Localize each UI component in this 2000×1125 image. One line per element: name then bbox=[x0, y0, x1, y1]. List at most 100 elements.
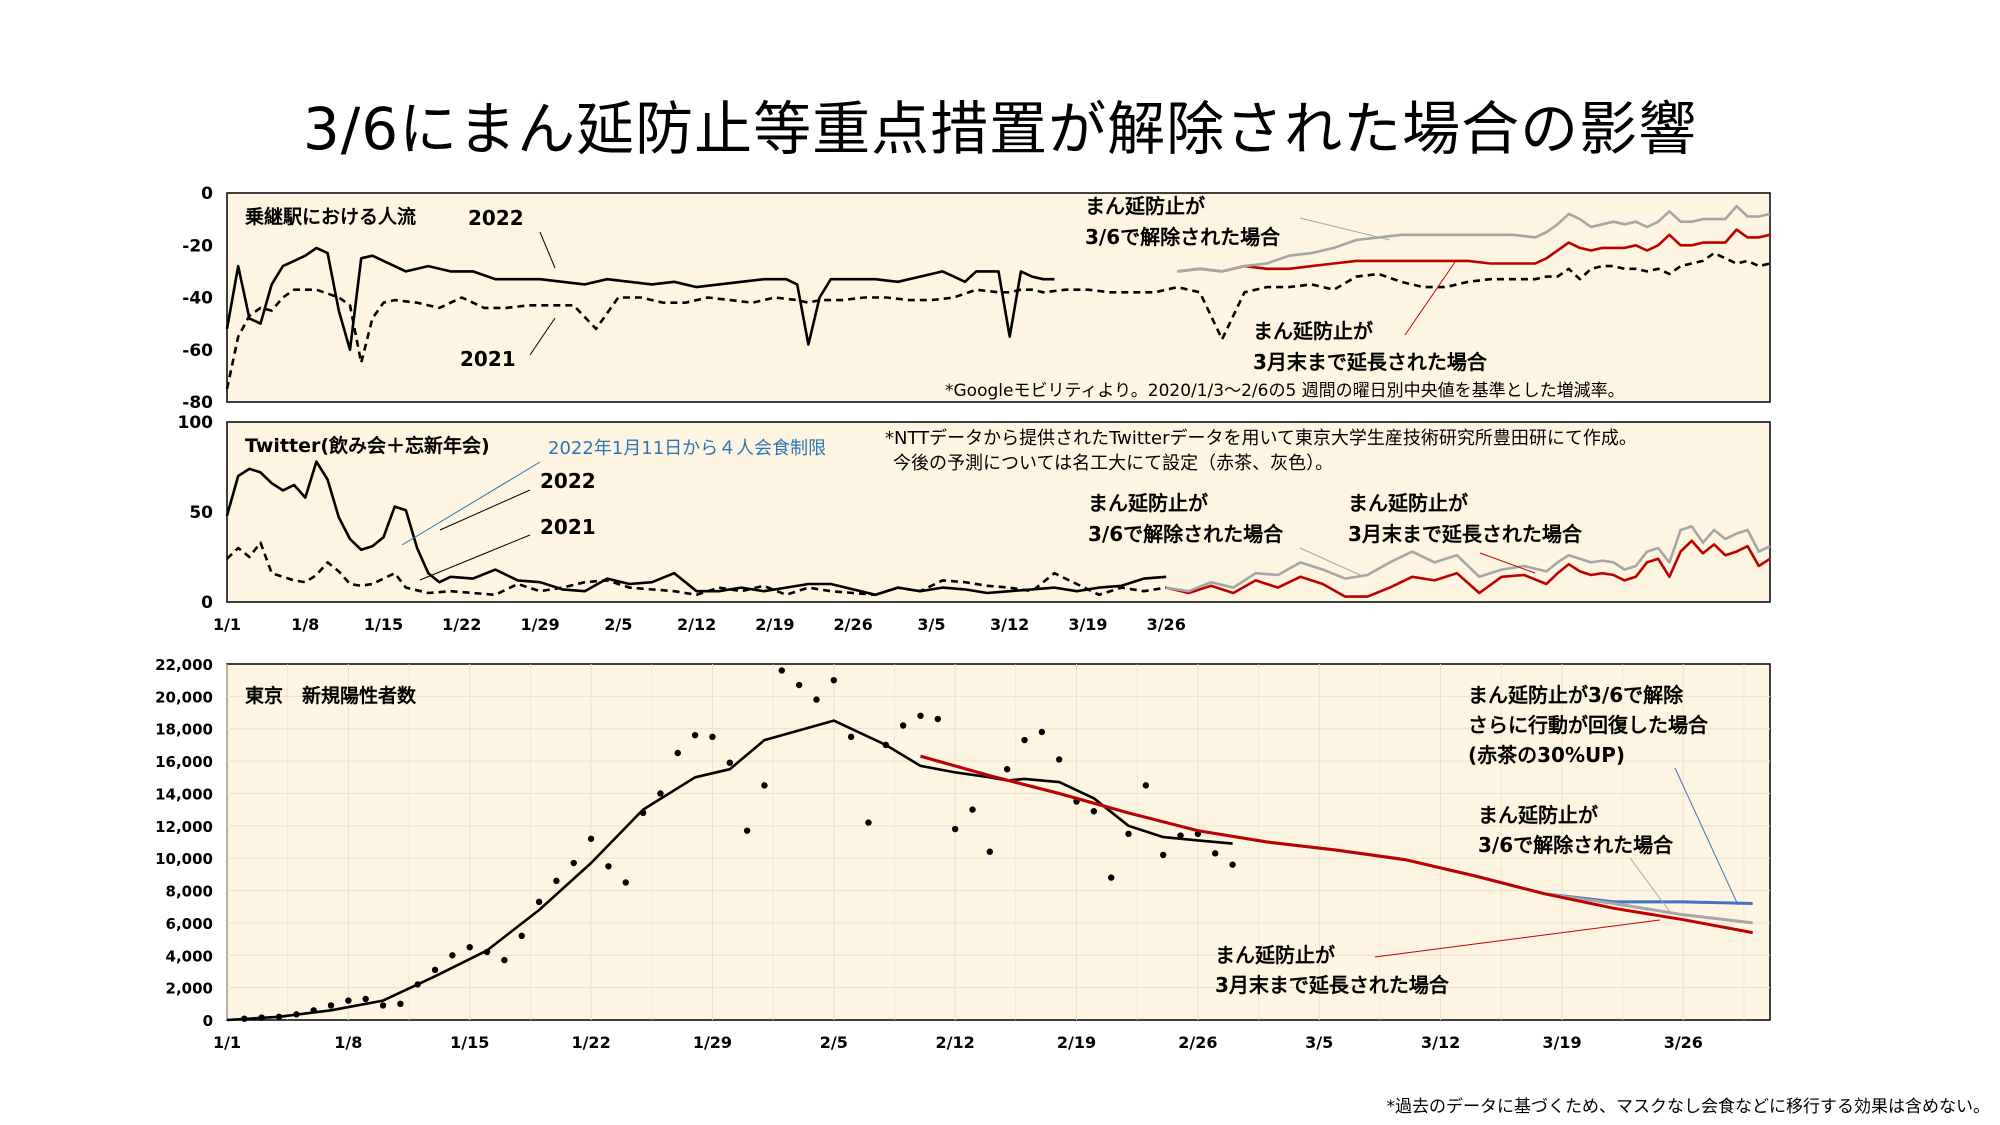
scatter-point bbox=[1090, 808, 1098, 815]
scatter-point bbox=[362, 995, 369, 1003]
scatter-point bbox=[1125, 830, 1132, 838]
leader-line-blue bbox=[401, 461, 541, 546]
y-tick-label: 16,000 bbox=[155, 753, 213, 771]
leader-line-red bbox=[1374, 919, 1661, 958]
footnote: *過去のデータに基づくため、マスクなし会食などに移行する効果は含めない。 bbox=[1386, 1097, 1991, 1117]
x-tick-label: 2/19 bbox=[755, 615, 794, 634]
label-2021: 2021 bbox=[460, 347, 516, 371]
annotation-release: 3/6で解除された場合 bbox=[1478, 833, 1674, 857]
leader-line-gray bbox=[1299, 217, 1391, 241]
leader-line-gray bbox=[1629, 857, 1671, 913]
scatter-point bbox=[847, 733, 855, 741]
scatter-point bbox=[1229, 861, 1236, 868]
x-tick-label: 3/12 bbox=[990, 615, 1029, 634]
x-tick-label: 3/12 bbox=[1421, 1033, 1460, 1052]
x-tick-label: 2/5 bbox=[820, 1033, 848, 1052]
annotation-recovery: まん延防止が3/6で解除 bbox=[1468, 683, 1684, 707]
y-tick-label: 2,000 bbox=[166, 980, 213, 998]
scatter-point bbox=[379, 1002, 387, 1009]
scatter-point bbox=[1212, 850, 1219, 857]
scatter-point bbox=[934, 715, 942, 723]
annotation-extend: 3月末まで延長された場合 bbox=[1215, 973, 1450, 997]
x-tick-label: 2/26 bbox=[834, 615, 873, 634]
x-tick-label: 3/26 bbox=[1664, 1033, 1703, 1052]
leader-line-gray bbox=[1299, 547, 1361, 576]
annotation-extend: まん延防止が bbox=[1348, 491, 1468, 515]
scatter-point bbox=[622, 879, 629, 886]
scatter-point bbox=[535, 898, 543, 906]
scatter-point bbox=[1021, 736, 1028, 744]
scatter-point bbox=[466, 943, 473, 951]
annotation-extend: まん延防止が bbox=[1215, 943, 1335, 967]
annotation-extend: 3月末まで延長された場合 bbox=[1348, 522, 1583, 546]
panel-1-plot-area bbox=[226, 192, 1771, 403]
scatter-point bbox=[761, 782, 768, 789]
source-note-google: *Googleモビリティより。2020/1/3～2/6の5 週間の曜日別中央値を… bbox=[945, 381, 1625, 401]
y-tick-label: 8,000 bbox=[166, 883, 213, 901]
y-tick-label: 22,000 bbox=[155, 656, 213, 674]
scatter-point bbox=[605, 863, 612, 870]
y-tick-label: 4,000 bbox=[166, 947, 213, 965]
x-tick-label: 3/5 bbox=[1305, 1033, 1333, 1052]
scatter-point bbox=[570, 859, 577, 867]
x-tick-label: 3/19 bbox=[1068, 615, 1107, 634]
x-tick-label: 1/29 bbox=[520, 615, 559, 634]
scatter-point bbox=[743, 827, 751, 834]
annotation-release: まん延防止が bbox=[1478, 803, 1598, 827]
annotation-release: 3/6で解除された場合 bbox=[1088, 522, 1284, 546]
annotation-release: 3/6で解除された場合 bbox=[1085, 225, 1281, 249]
page-title: 3/6にまん延防止等重点措置が解除された場合の影響 bbox=[302, 95, 1698, 163]
leader-line bbox=[539, 231, 556, 269]
scatter-point bbox=[501, 956, 508, 964]
y-tick-label: -60 bbox=[182, 341, 213, 361]
source-note-ntt: *NTTデータから提供されたTwitterデータを用いて東京大学生産技術研究所豊… bbox=[885, 428, 1637, 449]
y-tick-label: 100 bbox=[178, 413, 214, 433]
scatter-point bbox=[345, 997, 352, 1004]
scatter-point bbox=[865, 819, 872, 826]
x-tick-label: 3/26 bbox=[1147, 615, 1186, 634]
scatter-point bbox=[657, 790, 664, 797]
note-four-person-limit: 2022年1月11日から４人会食制限 bbox=[548, 438, 826, 459]
scatter-point bbox=[1107, 874, 1115, 881]
series-line-scenario-2 bbox=[1177, 228, 1771, 273]
x-tick-label: 3/5 bbox=[917, 615, 945, 634]
scatter-point bbox=[1003, 765, 1011, 773]
annotation-recovery: (赤茶の30%UP) bbox=[1468, 743, 1625, 767]
annotation-release: まん延防止が bbox=[1085, 194, 1205, 218]
y-tick-label: 0 bbox=[201, 184, 213, 204]
leader-line bbox=[439, 489, 531, 531]
scatter-point bbox=[553, 877, 560, 885]
annotation-release: まん延防止が bbox=[1088, 491, 1208, 515]
scatter-point bbox=[951, 825, 959, 833]
series-line-scenario-1 bbox=[226, 719, 1233, 1022]
y-tick-label: 0 bbox=[201, 593, 213, 613]
panel-3-title: 東京 新規陽性者数 bbox=[245, 684, 417, 707]
y-tick-label: 20,000 bbox=[155, 688, 213, 706]
x-tick-label: 1/8 bbox=[334, 1033, 362, 1052]
scatter-point bbox=[327, 1002, 335, 1009]
source-note-ntt: 今後の予測については名工大にて設定（赤茶、灰色）。 bbox=[893, 453, 1333, 474]
annotation-recovery: さらに行動が回復した場合 bbox=[1468, 713, 1709, 737]
label-2022: 2022 bbox=[468, 206, 524, 230]
y-tick-label: 14,000 bbox=[155, 785, 213, 803]
y-tick-label: -20 bbox=[182, 236, 213, 256]
y-tick-label: -40 bbox=[182, 289, 213, 309]
scatter-point bbox=[397, 1000, 404, 1008]
y-tick-label: 10,000 bbox=[155, 850, 213, 868]
leader-line-blue bbox=[1674, 767, 1739, 906]
x-tick-label: 1/1 bbox=[213, 615, 241, 634]
leader-line-red bbox=[1404, 261, 1456, 336]
x-tick-label: 2/12 bbox=[936, 1033, 975, 1052]
leader-line bbox=[419, 534, 531, 581]
x-tick-label: 1/8 bbox=[291, 615, 319, 634]
x-tick-label: 1/1 bbox=[213, 1033, 241, 1052]
scatter-point bbox=[518, 932, 525, 940]
x-tick-label: 1/22 bbox=[442, 615, 481, 634]
scatter-point bbox=[830, 676, 837, 684]
scatter-point bbox=[1160, 851, 1167, 859]
scatter-point bbox=[917, 712, 924, 719]
series-line-2021 bbox=[226, 541, 1167, 597]
scatter-point bbox=[674, 749, 681, 757]
scatter-point bbox=[899, 722, 907, 729]
